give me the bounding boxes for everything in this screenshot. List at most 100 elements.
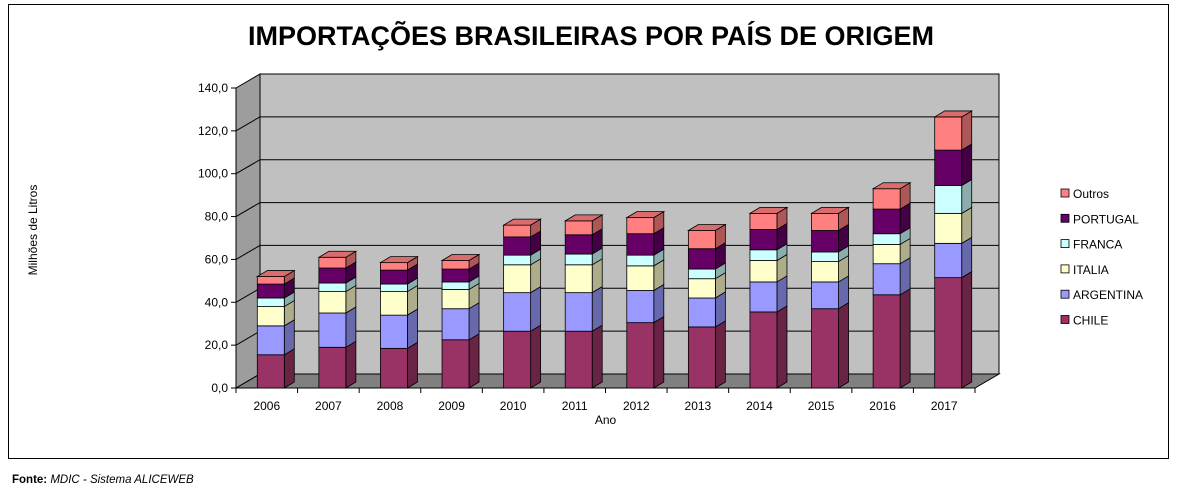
bar-italia-2017 <box>934 212 963 244</box>
bar-argentina-2006 <box>256 325 285 356</box>
bar-top-outros <box>810 206 850 214</box>
y-tick-label: 140,0 <box>198 81 228 95</box>
bar-franca-2012 <box>626 254 655 267</box>
bar-chile-2009 <box>441 339 470 389</box>
x-tick-label: 2006 <box>253 399 280 413</box>
plot-side-wall <box>235 73 261 389</box>
bar-chile-2015 <box>811 308 839 389</box>
x-tick-label: 2013 <box>685 399 712 413</box>
bar-portugal-2016 <box>872 208 901 235</box>
bar-side-chile <box>776 305 788 389</box>
bar-argentina-2013 <box>687 297 716 328</box>
bar-side-portugal <box>961 143 973 187</box>
legend-label-outros: Outros <box>1073 187 1109 201</box>
bar-side-chile <box>961 270 973 389</box>
bar-portugal-2007 <box>318 267 347 284</box>
bar-portugal-2012 <box>626 233 655 256</box>
bar-top-outros <box>625 211 666 219</box>
bar-outros-2012 <box>626 217 655 235</box>
bar-argentina-2009 <box>441 308 470 341</box>
source-text: MDIC - Sistema ALICEWEB <box>50 474 194 486</box>
bar-franca-2015 <box>811 251 839 262</box>
x-tick-label: 2015 <box>808 399 835 413</box>
bar-chile-2007 <box>318 346 347 389</box>
bar-side-chile <box>591 324 603 389</box>
bar-italia-2006 <box>256 306 285 327</box>
y-tick-label: 80,0 <box>205 210 229 224</box>
x-tick-label: 2007 <box>315 399 342 413</box>
legend-swatch-italia <box>1060 264 1070 274</box>
bar-outros-2013 <box>687 230 716 250</box>
bar-top-outros <box>255 270 296 277</box>
bar-side-argentina <box>653 283 665 324</box>
bar-side-chile <box>899 288 911 389</box>
bar-top-outros <box>502 218 543 226</box>
bar-outros-2017 <box>934 116 963 151</box>
bar-outros-2008 <box>380 262 408 271</box>
bar-side-chile <box>653 315 665 389</box>
bar-side-argentina <box>407 308 418 350</box>
bar-top-outros <box>379 256 419 264</box>
bar-franca-2006 <box>256 297 285 307</box>
bar-outros-2016 <box>872 188 901 210</box>
bar-italia-2010 <box>503 264 532 294</box>
legend-swatch-portugal <box>1060 213 1070 223</box>
bar-outros-2011 <box>564 220 593 236</box>
y-axis-label: Milhões de Litros <box>26 185 40 276</box>
bar-italia-2012 <box>626 265 655 291</box>
bar-side-chile <box>407 341 418 389</box>
bar-portugal-2008 <box>380 269 408 285</box>
bar-italia-2016 <box>872 244 901 265</box>
x-tick-label: 2008 <box>377 399 404 413</box>
bar-chile-2011 <box>564 330 593 389</box>
bar-franca-2014 <box>749 249 778 261</box>
bar-outros-2014 <box>749 212 778 230</box>
x-tick-label: 2017 <box>931 399 958 413</box>
bar-top-outros <box>933 110 974 118</box>
bar-side-argentina <box>530 285 542 332</box>
bar-portugal-2006 <box>256 283 285 299</box>
gridline <box>235 202 999 218</box>
y-tick-label: 0,0 <box>211 381 228 395</box>
bar-franca-2011 <box>564 253 593 266</box>
legend-label-italia: ITALIA <box>1073 263 1109 277</box>
bar-side-chile <box>530 324 542 389</box>
x-tick-label: 2014 <box>746 399 773 413</box>
bar-italia-2008 <box>380 291 408 316</box>
legend-label-argentina: ARGENTINA <box>1073 288 1143 302</box>
chart-title: IMPORTAÇÕES BRASILEIRAS POR PAÍS DE ORIG… <box>248 20 934 51</box>
bar-portugal-2009 <box>441 268 470 283</box>
bar-chile-2016 <box>872 294 901 389</box>
legend-swatch-chile <box>1060 315 1070 324</box>
legend-label-franca: FRANCA <box>1073 238 1122 252</box>
bar-argentina-2014 <box>749 281 778 313</box>
bar-italia-2007 <box>318 291 347 314</box>
bar-chile-2014 <box>749 311 778 389</box>
bar-portugal-2014 <box>749 229 778 251</box>
y-tick-label: 120,0 <box>198 124 228 138</box>
bar-side-chile <box>283 348 295 389</box>
source-label: Fonte: <box>12 474 48 486</box>
bar-top-outros <box>871 182 912 190</box>
bar-side-chile <box>345 340 357 389</box>
bar-chile-2010 <box>503 330 532 389</box>
bar-franca-2016 <box>872 233 901 245</box>
legend-label-portugal: PORTUGAL <box>1073 212 1139 226</box>
bar-argentina-2012 <box>626 290 655 324</box>
bar-outros-2010 <box>503 224 532 238</box>
bar-argentina-2008 <box>380 314 408 349</box>
bar-argentina-2007 <box>318 312 347 348</box>
bar-franca-2007 <box>318 282 347 292</box>
bar-portugal-2017 <box>934 149 963 186</box>
bar-portugal-2010 <box>503 236 532 256</box>
bar-chile-2017 <box>934 277 963 389</box>
bar-outros-2015 <box>811 212 839 231</box>
legend-swatch-franca <box>1060 239 1070 249</box>
chart-frame: IMPORTAÇÕES BRASILEIRAS POR PAÍS DE ORIG… <box>8 4 1169 459</box>
bar-portugal-2011 <box>564 234 593 255</box>
bar-franca-2009 <box>441 281 470 290</box>
source-footer: Fonte: MDIC - Sistema ALICEWEB <box>12 474 194 486</box>
bar-top-outros <box>748 206 789 214</box>
bar-side-argentina <box>345 306 357 348</box>
bar-top-outros <box>686 224 727 231</box>
